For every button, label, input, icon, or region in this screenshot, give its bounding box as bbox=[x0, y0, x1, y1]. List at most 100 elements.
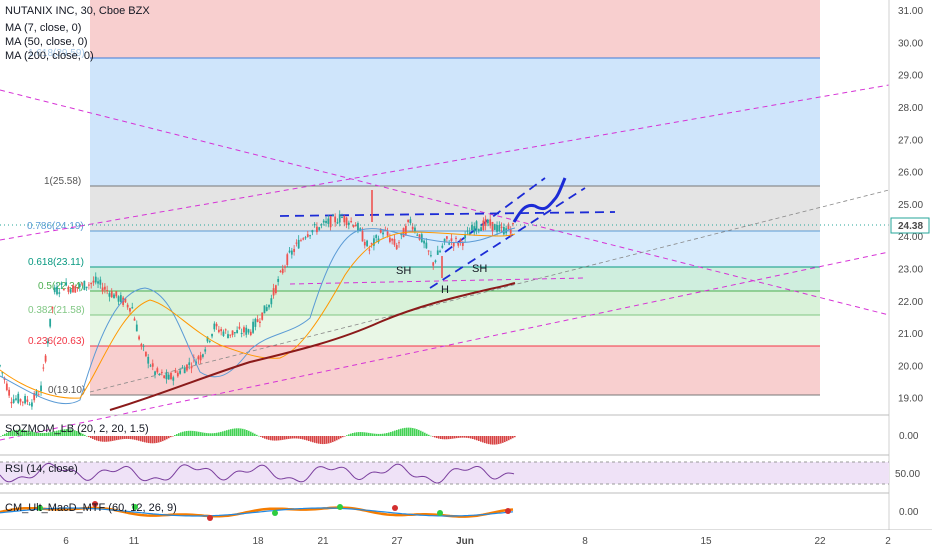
candle-body bbox=[217, 329, 220, 333]
sqzmom-bar bbox=[288, 436, 290, 439]
candle-body bbox=[117, 296, 120, 302]
candle-body bbox=[507, 224, 510, 230]
candle-body bbox=[151, 363, 154, 367]
sqzmom-bar bbox=[398, 429, 400, 436]
sqzmom-bar bbox=[78, 431, 80, 436]
sqzmom-bar bbox=[132, 436, 134, 440]
candle-body bbox=[199, 355, 202, 361]
sqzmom-bar bbox=[284, 436, 286, 440]
macd-tick: 0.00 bbox=[899, 507, 919, 518]
sqzmom-bar bbox=[346, 435, 348, 436]
price-tick-label: 31.00 bbox=[898, 6, 923, 17]
sqzmom-bar bbox=[380, 433, 382, 436]
sqzmom-bar bbox=[336, 436, 338, 441]
candle-body bbox=[126, 304, 129, 308]
candle-body bbox=[388, 237, 391, 242]
sqzmom-bar bbox=[164, 436, 166, 441]
sqzmom-bar bbox=[96, 436, 98, 441]
sqzmom-bar bbox=[486, 436, 488, 444]
macd-panel[interactable]: CM_Ult_MacD_MTF (60, 12, 26, 9) 0.00 bbox=[0, 501, 919, 521]
candle-body bbox=[170, 372, 172, 379]
sqzmom-bar bbox=[436, 436, 438, 439]
candle-body bbox=[206, 336, 209, 342]
sqzmom-bar bbox=[382, 433, 384, 436]
candle-body bbox=[259, 321, 261, 323]
candle-body bbox=[457, 243, 460, 246]
candle-body bbox=[409, 219, 412, 223]
sqzmom-bar bbox=[424, 432, 426, 436]
sqzmom-bar bbox=[370, 433, 372, 436]
sqzmom-bar bbox=[168, 436, 170, 439]
time-axis[interactable] bbox=[0, 530, 932, 550]
sqzmom-bar bbox=[302, 436, 304, 440]
time-tick-label: 18 bbox=[252, 536, 264, 547]
candle-body bbox=[439, 250, 441, 253]
sqzmom-bar bbox=[482, 436, 484, 443]
sqzmom-bar bbox=[58, 430, 60, 436]
sqzmom-bar bbox=[76, 431, 78, 436]
macd-dot bbox=[92, 501, 98, 507]
candle-body bbox=[31, 402, 33, 407]
sqzmom-bar bbox=[432, 436, 434, 437]
sqzmom-bar bbox=[248, 430, 250, 436]
sqzmom-bar bbox=[272, 436, 274, 441]
sqzmom-bar bbox=[438, 436, 440, 439]
sqzmom-bar bbox=[430, 435, 432, 437]
sqzmom-bar bbox=[300, 436, 302, 439]
price-axis[interactable] bbox=[889, 0, 932, 530]
fib-zone-teal bbox=[90, 267, 820, 291]
sqzmom-bar bbox=[426, 433, 428, 436]
sqzmom-bar bbox=[74, 430, 76, 436]
candle-body bbox=[167, 374, 170, 380]
sqzmom-bar bbox=[286, 436, 288, 440]
sqzmom-bar bbox=[142, 436, 144, 442]
candle-body bbox=[133, 318, 136, 321]
candle-body bbox=[204, 349, 207, 352]
rsi-panel[interactable]: RSI (14, close) 50.00 bbox=[0, 461, 920, 485]
candle-body bbox=[331, 215, 334, 217]
time-tick-label: 6 bbox=[63, 536, 69, 547]
candle-body bbox=[110, 291, 113, 298]
sqzmom-histogram bbox=[0, 427, 516, 445]
sqzmom-bar bbox=[264, 436, 266, 439]
sqzmom-bar bbox=[402, 428, 404, 436]
time-tick-label: 15 bbox=[700, 536, 712, 547]
candle-body bbox=[94, 276, 97, 283]
candle-body bbox=[124, 298, 127, 303]
candle-body bbox=[21, 401, 24, 403]
candle-body bbox=[224, 329, 227, 331]
candle-body bbox=[49, 318, 52, 327]
candle-body bbox=[211, 333, 213, 337]
sqzmom-bar bbox=[450, 436, 452, 439]
sqzmom-bar bbox=[194, 431, 196, 436]
sqzmom-bar bbox=[412, 428, 414, 436]
sqzmom-bar bbox=[410, 427, 412, 436]
sqzmom-bar bbox=[72, 429, 74, 436]
sqzmom-bar bbox=[170, 436, 172, 438]
candle-body bbox=[277, 279, 280, 282]
sqzmom-bar bbox=[188, 430, 190, 436]
sqzmom-bar bbox=[390, 431, 392, 436]
candle-body bbox=[74, 286, 77, 293]
candle-body bbox=[325, 220, 327, 223]
candle-body bbox=[231, 330, 234, 336]
candle-body bbox=[414, 227, 416, 232]
sqzmom-bar bbox=[26, 430, 28, 436]
candle-body bbox=[58, 292, 61, 294]
ma7-line bbox=[0, 227, 516, 405]
time-tick-label: Jun bbox=[456, 536, 474, 547]
candle-body bbox=[69, 289, 72, 293]
sqzmom-bar bbox=[462, 436, 464, 438]
candle-body bbox=[512, 222, 514, 225]
sqzmom-bar bbox=[198, 431, 200, 436]
sqzmom-panel[interactable]: SQZMOM_LB (20, 2, 20, 1.5) 0.00 bbox=[0, 423, 919, 445]
fib-label-0236: 0.236(20.63) bbox=[28, 336, 85, 347]
candle-body bbox=[493, 224, 496, 230]
fib-label-0618: 0.618(23.11) bbox=[28, 257, 84, 268]
candle-body bbox=[67, 286, 70, 292]
candle-body bbox=[370, 243, 373, 245]
candle-body bbox=[8, 389, 11, 396]
sqzmom-bar bbox=[42, 433, 44, 436]
